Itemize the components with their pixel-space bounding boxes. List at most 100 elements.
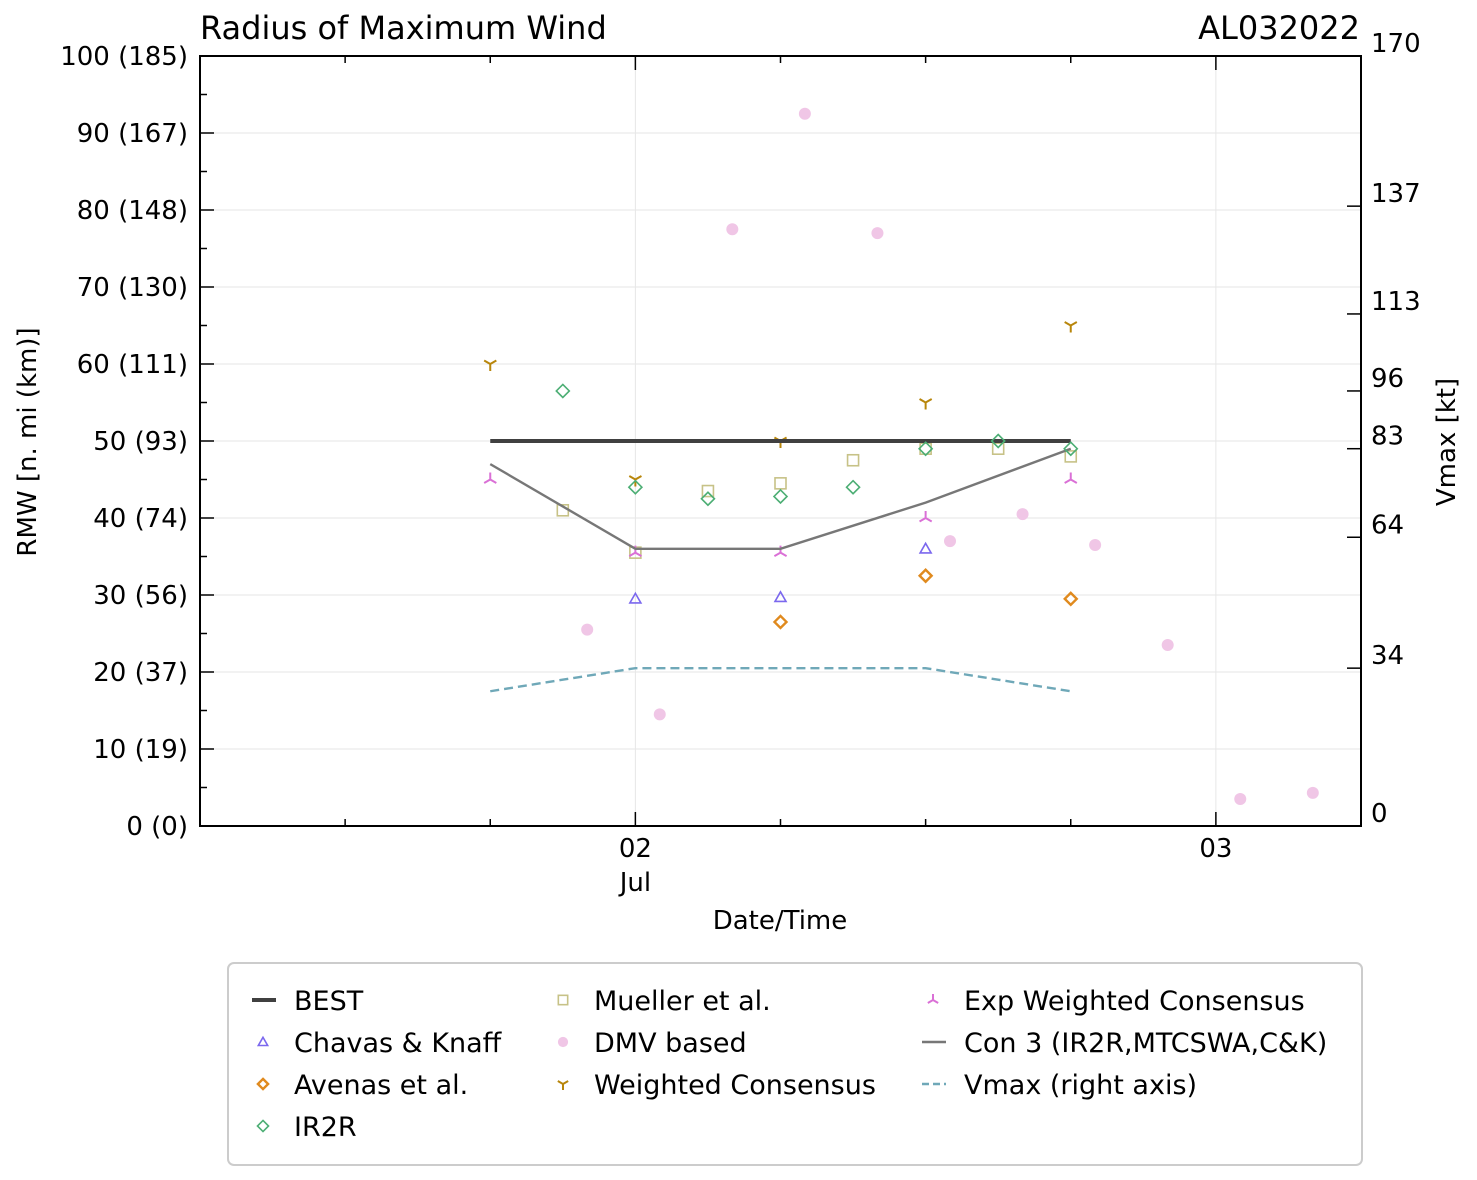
y2-tick-label: 170 [1371, 29, 1421, 59]
y2-tick-label: 83 [1371, 422, 1404, 452]
legend-label: BEST [294, 986, 364, 1017]
y-tick-label: 0 (0) [126, 812, 188, 842]
data-point-mueller-et-al [919, 442, 932, 456]
data-point-exp-weighted-consensus [1064, 472, 1078, 484]
legend-swatch [927, 994, 939, 1004]
data-point-ir2r [1063, 441, 1079, 457]
legend-label: DMV based [594, 1028, 747, 1059]
data-point-dmv-based [871, 227, 884, 240]
data-point-dmv-based [726, 223, 739, 236]
legend-swatch [256, 1035, 270, 1047]
series-avenas-et-al [772, 568, 1079, 630]
data-point-chavas-knaff [628, 591, 643, 604]
data-point-dmv-based [1016, 508, 1029, 521]
data-point-dmv-based [1161, 639, 1174, 652]
x-tick-sublabel: Jul [618, 868, 651, 898]
x-tick-label: 03 [1199, 834, 1232, 864]
y-tick-label: 100 (185) [60, 42, 188, 72]
series-weighted-consensus [483, 321, 1078, 487]
data-point-mueller-et-al [774, 477, 787, 490]
plot-frame [199, 55, 1362, 827]
data-point-ir2r [700, 491, 716, 507]
y-tick-label: 50 (93) [93, 427, 188, 457]
data-point-avenas-et-al [772, 614, 789, 630]
legend-item-mueller-et-al: Mueller et al. [557, 986, 771, 1017]
legend-swatch [557, 1036, 569, 1048]
series-chavas-knaff [628, 541, 933, 604]
x-axis-label: Date/Time [713, 906, 848, 936]
data-point-ir2r [555, 383, 571, 399]
data-point-chavas-knaff [773, 590, 788, 603]
data-point-dmv-based [798, 107, 811, 120]
data-point-chavas-knaff [918, 541, 933, 554]
y-tick-label: 90 (167) [77, 119, 188, 149]
legend-swatch [557, 994, 569, 1006]
legend-label: Mueller et al. [594, 986, 771, 1017]
legend-label: Avenas et al. [294, 1070, 468, 1101]
series-ir2r [555, 383, 1079, 507]
y2-tick-label: 64 [1371, 510, 1404, 540]
legend-label: Vmax (right axis) [964, 1070, 1197, 1101]
data-point-dmv-based [653, 708, 666, 721]
series-dmv-based [581, 107, 1319, 806]
y2-tick-label: 34 [1371, 641, 1404, 671]
data-point-dmv-based [1089, 538, 1102, 551]
legend-label: Con 3 (IR2R,MTCSWA,C&K) [964, 1028, 1327, 1059]
y2-tick-label: 137 [1371, 179, 1421, 209]
data-point-dmv-based [581, 623, 594, 636]
data-point-mueller-et-al [1064, 450, 1078, 463]
legend-label: IR2R [294, 1112, 357, 1143]
y-tick-label: 70 (130) [77, 273, 188, 303]
y2-tick-label: 0 [1371, 799, 1388, 829]
chart-title: Radius of Maximum Wind [200, 9, 607, 47]
y-tick-label: 80 (148) [77, 196, 188, 226]
y-tick-label: 10 (19) [93, 735, 188, 765]
data-point-ir2r [627, 479, 644, 495]
legend-item-dmv-based: DMV based [557, 1028, 747, 1059]
data-point-ir2r [990, 433, 1006, 449]
data-point-avenas-et-al [1063, 591, 1079, 607]
series-line-vmax-right-axis [490, 666, 1071, 693]
data-point-ir2r [772, 488, 789, 505]
data-point-avenas-et-al [917, 568, 934, 584]
legend-label: Exp Weighted Consensus [964, 986, 1305, 1017]
y2-tick-label: 113 [1371, 287, 1421, 317]
data-point-ir2r [917, 441, 934, 457]
legend: BEST Chavas & Knaff Avenas et al. IR2R Muell… [227, 962, 1363, 1166]
legend-item-exp-weighted-consensus: Exp Weighted Consensus [927, 986, 1305, 1017]
data-point-ir2r [845, 479, 861, 495]
legend-label: Chavas & Knaff [294, 1028, 503, 1059]
series-con-3-ir2r-mtcswa-c-k [489, 447, 1072, 550]
legend-swatch [557, 1080, 569, 1090]
series-vmax-right-axis [490, 666, 1071, 693]
y2-tick-label: 96 [1371, 364, 1404, 394]
data-point-exp-weighted-consensus [919, 511, 933, 523]
legend-item-weighted-consensus: Weighted Consensus [557, 1070, 876, 1101]
data-point-dmv-based [1234, 793, 1247, 806]
legend-item-con-3-ir2r-mtcswa-c-k: Con 3 (IR2R,MTCSWA,C&K) [922, 1028, 1327, 1059]
storm-id: AL032022 [1198, 9, 1360, 47]
y-tick-label: 60 (111) [77, 350, 188, 380]
y-tick-label: 40 (74) [93, 504, 188, 534]
data-point-weighted-consensus [919, 398, 933, 410]
legend-label: Weighted Consensus [594, 1070, 876, 1101]
data-point-mueller-et-al [991, 442, 1005, 456]
data-point-weighted-consensus [483, 359, 497, 371]
legend-item-best: BEST [252, 986, 364, 1017]
legend-swatch [256, 1119, 270, 1133]
plot-series [483, 107, 1319, 806]
data-point-weighted-consensus [1064, 321, 1078, 333]
data-point-exp-weighted-consensus [483, 472, 497, 484]
series-line-con-3-ir2r-mtcswa-c-k [489, 447, 1072, 550]
data-point-mueller-et-al [701, 484, 715, 498]
data-point-mueller-et-al [846, 453, 860, 467]
axis-ticks: 0 (0) 10 (19) 20 (37) 30 (56) 40 (74) 50 (93)… [60, 29, 1420, 898]
legend-item-avenas-et-al: Avenas et al. [256, 1070, 468, 1101]
y-tick-label: 20 (37) [93, 658, 188, 688]
legend-item-vmax-right-axis: Vmax (right axis) [922, 1070, 1197, 1101]
y-tick-label: 30 (56) [93, 581, 188, 611]
legend-item-ir2r: IR2R [256, 1112, 357, 1143]
legend-box [227, 962, 1363, 1166]
legend-swatch [256, 1077, 270, 1091]
